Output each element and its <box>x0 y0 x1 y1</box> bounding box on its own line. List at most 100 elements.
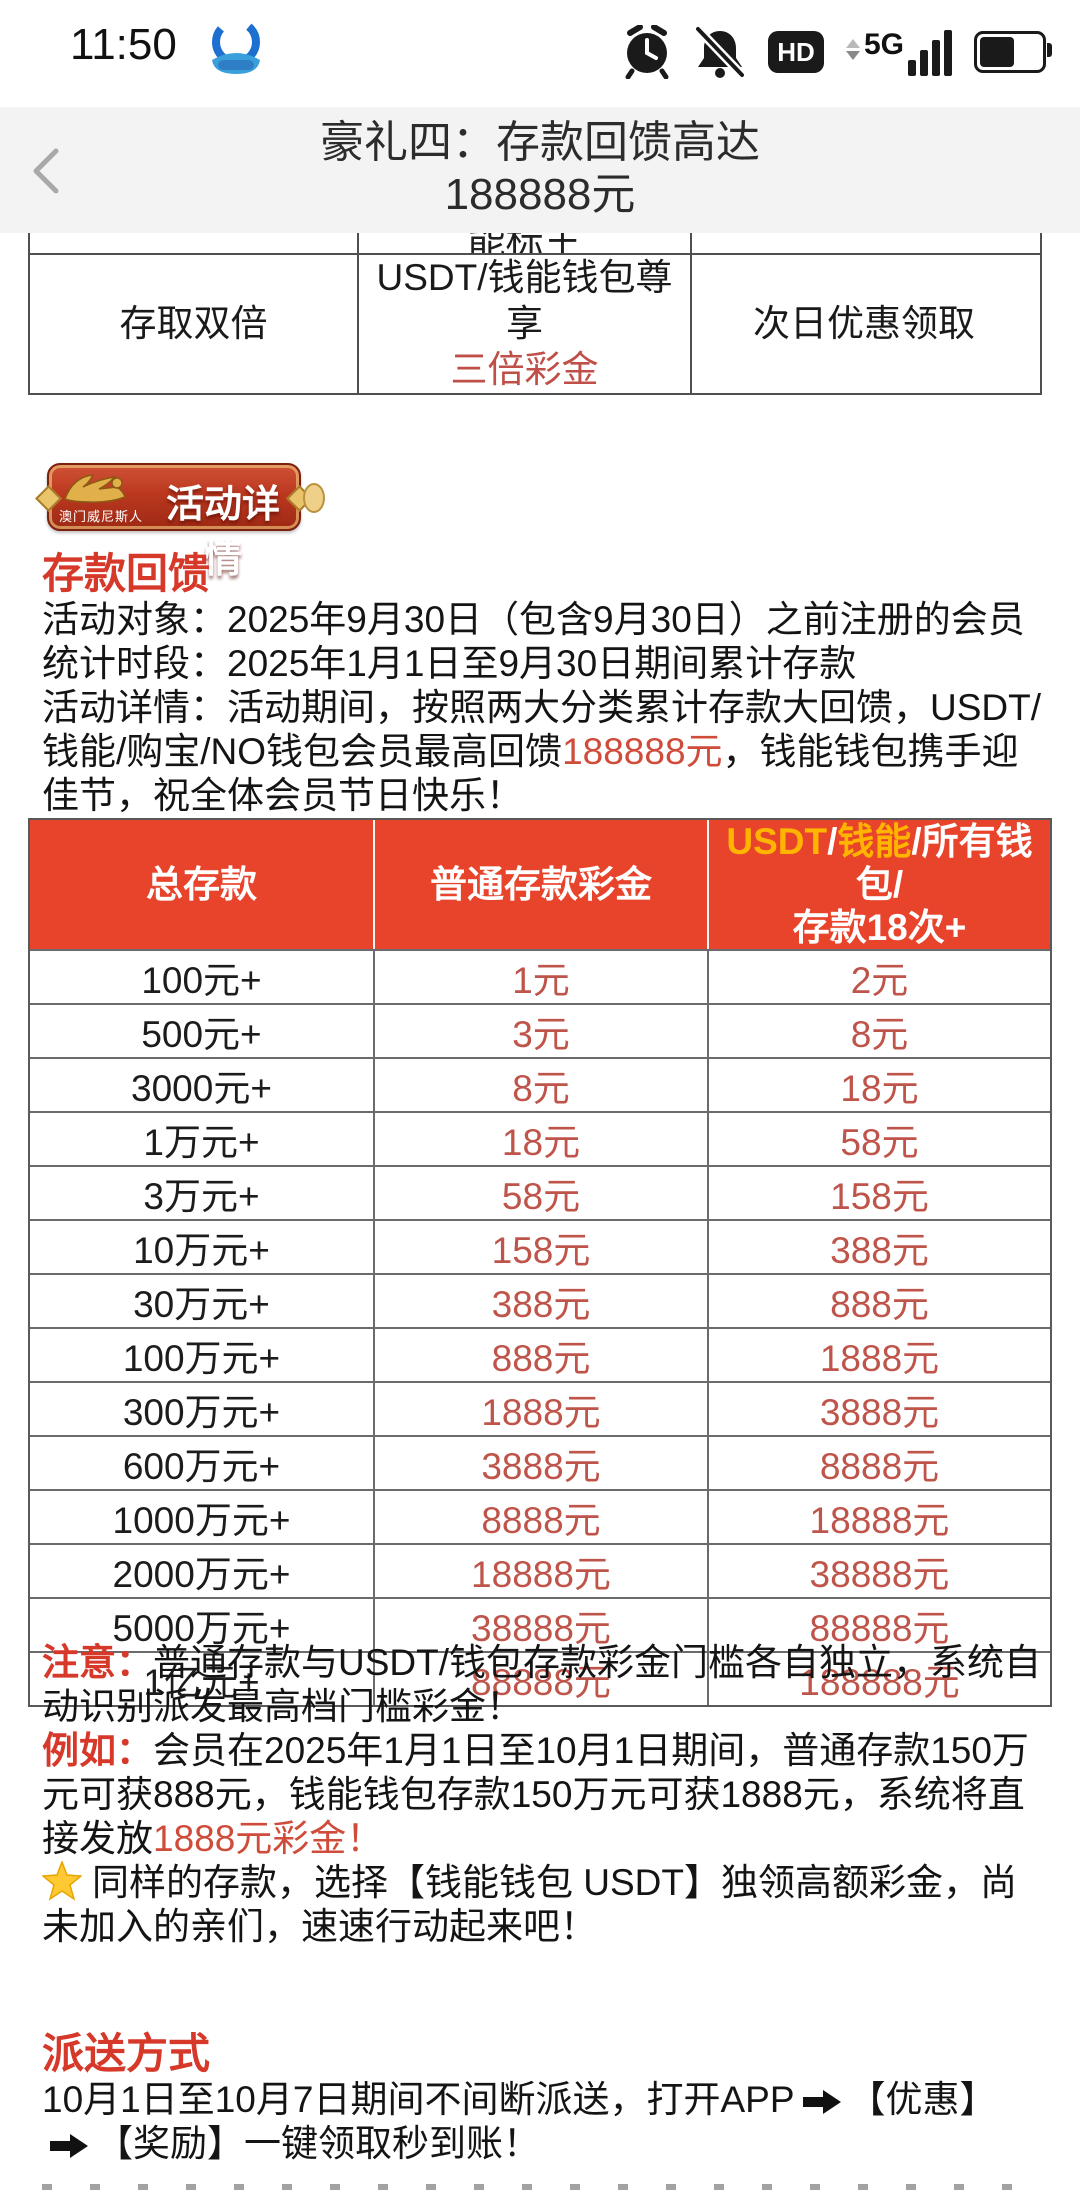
hd-badge-icon: HD <box>767 31 824 73</box>
activity-intro: 活动对象：2025年9月30日（包含9月30日）之前注册的会员 统计时段：202… <box>42 598 1044 818</box>
reward-table-header: 总存款 普通存款彩金 USDT/钱能/所有钱包/ 存款18次+ <box>30 820 1050 949</box>
bonus-cell: 3888元 <box>373 1437 707 1489</box>
header-total-deposit: 总存款 <box>146 864 257 905</box>
header3-rest: /所有钱包/ <box>855 821 1033 905</box>
bonus-cell: 88888元 <box>373 1653 707 1705</box>
tier-cell: 1000万元+ <box>112 1500 291 1541</box>
tier-cell: 600万元+ <box>122 1446 281 1487</box>
header-normal-bonus: 普通存款彩金 <box>373 820 707 949</box>
delivery-line: 10月1日至10月7日期间不间断派送，打开APP 【优惠】【奖励】一键领取秒到账！ <box>42 2078 1044 2166</box>
bonus-cell: 8888元 <box>373 1491 707 1543</box>
table-row-clipped: 能标王 <box>30 233 1040 253</box>
browser-app-icon <box>212 18 260 74</box>
tier-cell: 3000元+ <box>131 1068 272 1109</box>
bonus-cell: 8元 <box>373 1059 707 1111</box>
notice-label: 注意： <box>42 1642 153 1683</box>
activity-details-badge: 澳门威尼斯人 活动详情 <box>35 463 325 581</box>
tier-cell: 10万元+ <box>133 1230 270 1271</box>
tier-cell: 30万元+ <box>133 1284 270 1325</box>
bonus-cell: 3888元 <box>707 1383 1050 1435</box>
period-line: 统计时段：2025年1月1日至9月30日期间累计存款 <box>42 643 857 684</box>
table-row: 30万元+ 388元 888元 <box>30 1273 1050 1327</box>
example-line: 例如：会员在2025年1月1日至10月1日期间，普通存款150万元可获888元，… <box>42 1729 1044 1861</box>
back-button[interactable] <box>24 145 68 197</box>
right-arrow-icon <box>802 2090 841 2114</box>
table-row: 1000万元+ 8888元 18888元 <box>30 1489 1050 1543</box>
clipped-cell-text: 能标王 <box>359 233 690 253</box>
detail-text-2: ，钱能钱包携手迎佳节，祝全体会员节日快乐！ <box>42 731 1019 816</box>
bonus-cell: 18元 <box>707 1059 1050 1111</box>
bonus-cell: 58元 <box>707 1113 1050 1165</box>
benefit-cell-1: 存取双倍 <box>119 303 268 344</box>
bonus-cell: 2元 <box>707 951 1050 1003</box>
table-row: 1亿元+ 88888元 188888元 <box>30 1651 1050 1705</box>
bonus-cell: 388元 <box>707 1221 1050 1273</box>
table-row: 100元+ 1元 2元 <box>30 949 1050 1003</box>
badge-title: 活动详情 <box>165 484 280 581</box>
delivery-text-2: 【奖励】一键领取秒到账！ <box>96 2123 540 2164</box>
bonus-cell: 1888元 <box>707 1329 1050 1381</box>
tier-cell: 1万元+ <box>143 1122 260 1163</box>
battery-icon <box>974 31 1052 73</box>
bonus-cell: 3元 <box>373 1005 707 1057</box>
example-highlight: 1888元彩金！ <box>153 1818 384 1859</box>
tier-cell: 100元+ <box>141 960 262 1001</box>
alarm-clock-icon <box>625 25 669 79</box>
table-row: 600万元+ 3888元 8888元 <box>30 1435 1050 1489</box>
bonus-cell: 8元 <box>707 1005 1050 1057</box>
benefit-cell-2-line1: USDT/钱能钱包尊享 <box>376 257 673 344</box>
bonus-cell: 8888元 <box>707 1437 1050 1489</box>
delivery-text-1: 10月1日至10月7日期间不间断派送，打开APP <box>42 2079 795 2120</box>
page-title-line2: 188888元 <box>444 170 636 219</box>
benefit-cell-2: USDT/钱能钱包尊享 三倍彩金 <box>357 255 690 393</box>
tier-cell: 5000万元+ <box>112 1608 291 1649</box>
clock-time: 11:50 <box>70 20 177 69</box>
status-icon-group: HD 5G <box>622 22 1052 82</box>
star-icon <box>42 1861 82 1901</box>
tier-cell: 300万元+ <box>122 1392 281 1433</box>
header3-sep: / <box>827 821 838 862</box>
notice-line: 注意：普通存款与USDT/钱包存款彩金门槛各自独立，系统自动识别派发最高档门槛彩… <box>42 1641 1044 1729</box>
tier-cell: 500元+ <box>141 1014 262 1055</box>
badge-ornament-knob <box>303 483 325 513</box>
table-row: 3万元+ 58元 158元 <box>30 1165 1050 1219</box>
bonus-cell: 38888元 <box>373 1599 707 1651</box>
bonus-cell: 388元 <box>373 1275 707 1327</box>
detail-line: 活动详情：活动期间，按照两大分类累计存款大回馈，USDT/钱能/购宝/NO钱包会… <box>42 686 1044 818</box>
example-text: 会员在2025年1月1日至10月1日期间，普通存款150万元可获888元，钱能钱… <box>42 1730 1029 1859</box>
table-row: 1万元+ 18元 58元 <box>30 1111 1050 1165</box>
right-arrow-icon <box>50 2134 88 2158</box>
table-row: 存取双倍 USDT/钱能钱包尊享 三倍彩金 次日优惠领取 <box>30 253 1040 393</box>
tier-cell: 1亿元+ <box>143 1662 260 1703</box>
table-row: 10万元+ 158元 388元 <box>30 1219 1050 1273</box>
header3-gold2: 钱能 <box>837 821 912 862</box>
table-row: 100万元+ 888元 1888元 <box>30 1327 1050 1381</box>
tier-cell: 3万元+ <box>143 1176 260 1217</box>
header-usdt-bonus: USDT/钱能/所有钱包/ 存款18次+ <box>707 820 1050 949</box>
star-line: 同样的存款，选择【钱能钱包 USDT】独领高额彩金，尚未加入的亲们，速速行动起来… <box>42 1861 1044 1949</box>
table-row: 3000元+ 8元 18元 <box>30 1057 1050 1111</box>
data-transfer-arrows-icon <box>845 39 860 60</box>
bonus-cell: 888元 <box>707 1275 1050 1327</box>
bonus-cell: 1888元 <box>373 1383 707 1435</box>
clipped-bottom-text <box>42 2184 1042 2190</box>
bonus-cell: 18元 <box>373 1113 707 1165</box>
detail-text-1: 活动详情：活动期间，按照两大分类累计存款大回馈，USDT/钱能/购宝/NO钱包会… <box>42 687 1041 772</box>
notice-text: 普通存款与USDT/钱包存款彩金门槛各自独立，系统自动识别派发最高档门槛彩金！ <box>42 1642 1041 1727</box>
page-title: 豪礼四：存款回馈高达 188888元 <box>120 117 960 221</box>
bell-muted-icon <box>694 25 746 79</box>
example-label: 例如： <box>42 1730 153 1771</box>
audience-line: 活动对象：2025年9月30日（包含9月30日）之前注册的会员 <box>42 599 1025 640</box>
tier-cell: 2000万元+ <box>112 1554 291 1595</box>
benefits-summary-table: 能标王 存取双倍 USDT/钱能钱包尊享 三倍彩金 次日优惠领取 <box>28 233 1042 395</box>
hd-label: HD <box>777 36 815 67</box>
notice-block: 注意：普通存款与USDT/钱包存款彩金门槛各自独立，系统自动识别派发最高档门槛彩… <box>42 1641 1044 1949</box>
bonus-cell: 158元 <box>373 1221 707 1273</box>
badge-brand-label: 澳门威尼斯人 <box>58 509 143 524</box>
table-row: 5000万元+ 38888元 88888元 <box>30 1597 1050 1651</box>
nav-bar: 豪礼四：存款回馈高达 188888元 <box>0 107 1080 233</box>
header3-gold1: USDT <box>726 821 828 862</box>
bonus-cell: 888元 <box>373 1329 707 1381</box>
header3-line2: 存款18次+ <box>792 907 967 948</box>
